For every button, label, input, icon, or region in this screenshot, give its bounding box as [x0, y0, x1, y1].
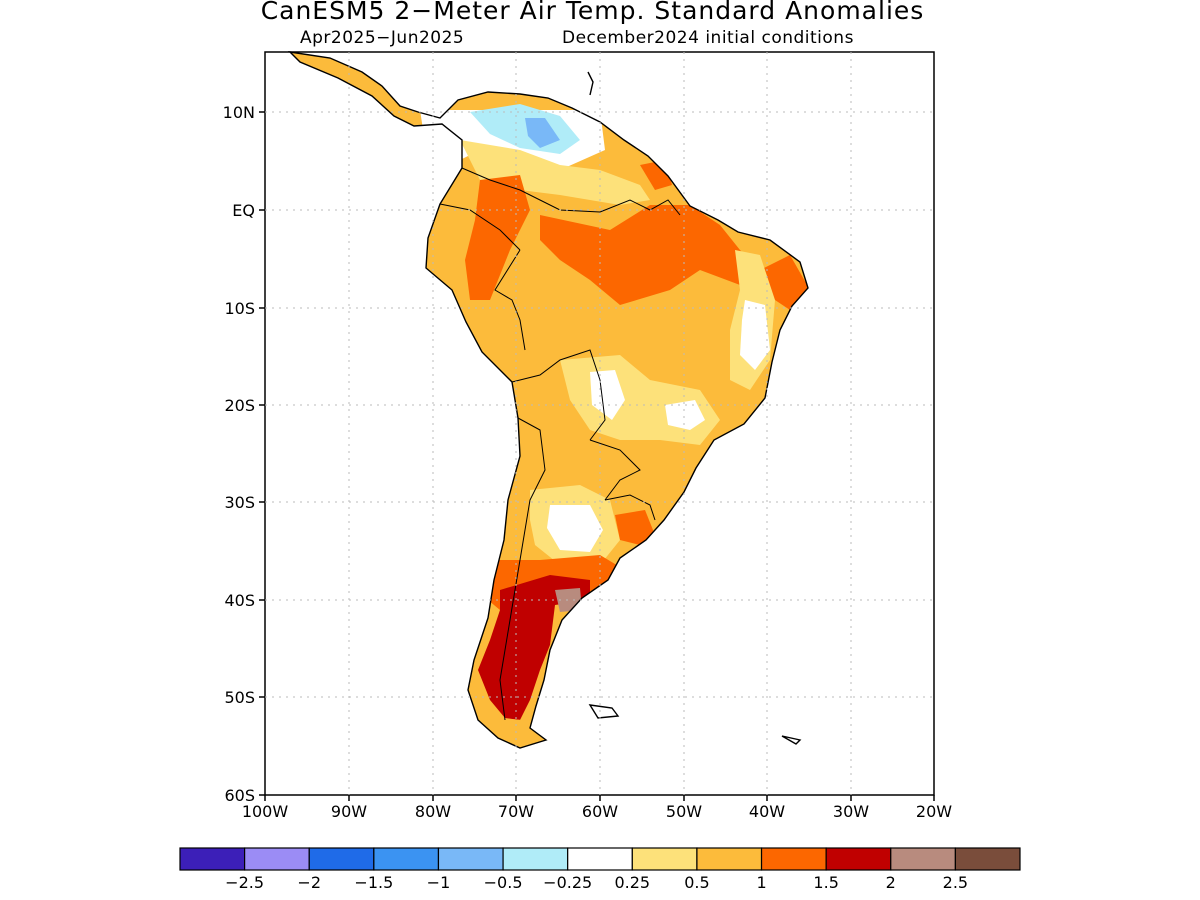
- colorbar-swatch: [244, 847, 310, 871]
- falklands-outline: [588, 704, 620, 719]
- colorbar-label: 1.5: [813, 873, 838, 892]
- colorbar-label: 2.5: [943, 873, 968, 892]
- colorbar-swatch: [308, 847, 375, 871]
- gridlines: [265, 52, 934, 795]
- colorbar-swatch: [760, 847, 827, 871]
- colorbar-label: −2: [297, 873, 321, 892]
- colorbar-label: −1: [427, 873, 451, 892]
- colorbar-label: −2.5: [225, 873, 264, 892]
- anomaly-near-zero-southeast: [665, 400, 705, 430]
- border-ecuador-colombia: [439, 203, 521, 251]
- lat-tick-label: 30S: [224, 493, 255, 512]
- longitude-labels: 100W 90W 80W 70W 60W 50W 40W 30W 20W: [242, 802, 952, 821]
- lon-tick-label: 70W: [498, 802, 534, 821]
- colorbar-label: −0.5: [484, 873, 523, 892]
- lat-tick-label: 10S: [224, 299, 255, 318]
- colorbar-label: −1.5: [354, 873, 393, 892]
- subtitle-period: Apr2025−Jun2025: [300, 28, 465, 48]
- colorbar-label: 0.25: [614, 873, 650, 892]
- lon-tick-label: 20W: [916, 802, 952, 821]
- anomaly-near-zero-northeast: [740, 300, 770, 370]
- anomaly-0.5-north: [460, 140, 650, 205]
- colorbar-swatch: [567, 847, 633, 871]
- lon-tick-label: 50W: [666, 802, 702, 821]
- latitude-labels: 10N EQ 10S 20S 30S 40S 50S 60S: [223, 103, 255, 805]
- lon-tick-label: 100W: [242, 802, 289, 821]
- border-peru-brazil: [494, 249, 526, 351]
- lat-tick-label: EQ: [232, 201, 255, 220]
- colorbar-swatch: [631, 847, 698, 871]
- lon-tick-label: 40W: [749, 802, 785, 821]
- anomaly-1.5-uruguay: [615, 510, 655, 545]
- colorbar-swatch: [696, 847, 763, 871]
- lat-tick-label: 40S: [224, 591, 255, 610]
- country-borders: [439, 167, 681, 721]
- lat-tick-label: 60S: [224, 786, 255, 805]
- lat-tick-label: 10N: [223, 103, 255, 122]
- colorbar-swatch: [373, 847, 440, 871]
- colorbar-label: 2: [886, 873, 896, 892]
- anomaly-near-zero-central: [590, 370, 625, 420]
- colorbar-label: −0.25: [543, 873, 592, 892]
- caribbean-island-outline: [587, 71, 594, 96]
- colorbar-swatch: [890, 847, 956, 871]
- lon-tick-label: 60W: [582, 802, 618, 821]
- lon-tick-label: 80W: [415, 802, 451, 821]
- border-paraguay: [589, 439, 641, 501]
- colorbar-swatch: [437, 847, 504, 871]
- anomaly-negative-core: [525, 118, 560, 148]
- colorbar-labels: −2.5 −2 −1.5 −1 −0.5 −0.25 0.25 0.5 1 1.5 2 2.5: [225, 873, 968, 892]
- border-bolivia-brazil: [511, 349, 606, 441]
- border-uruguay: [604, 494, 656, 521]
- colorbar-label: 1: [756, 873, 766, 892]
- colorbar-swatch: [825, 847, 892, 871]
- colorbar-swatch: [179, 847, 246, 871]
- anomaly-1.5-andes-north: [465, 175, 530, 300]
- lat-tick-label: 50S: [224, 688, 255, 707]
- colorbar-swatch: [502, 847, 569, 871]
- continent-outline: [288, 50, 809, 749]
- colorbar-swatch: [954, 847, 1021, 871]
- coastlines: [288, 50, 809, 749]
- lon-tick-label: 30W: [833, 802, 869, 821]
- lat-tick-label: 20S: [224, 396, 255, 415]
- axis-ticks: [259, 111, 935, 801]
- anomaly-near-zero-argentina: [547, 505, 603, 552]
- south-georgia-outline: [781, 735, 802, 745]
- colorbar-label: 0.5: [684, 873, 709, 892]
- map-title: CanESM5 2−Meter Air Temp. Standard Anoma…: [260, 0, 925, 25]
- lon-tick-label: 90W: [331, 802, 367, 821]
- anomaly-2-patagonia: [478, 575, 590, 720]
- colorbar: [179, 847, 1021, 871]
- border-chile-argentina: [499, 417, 546, 721]
- subtitle-initial-conditions: December2024 initial conditions: [562, 28, 854, 48]
